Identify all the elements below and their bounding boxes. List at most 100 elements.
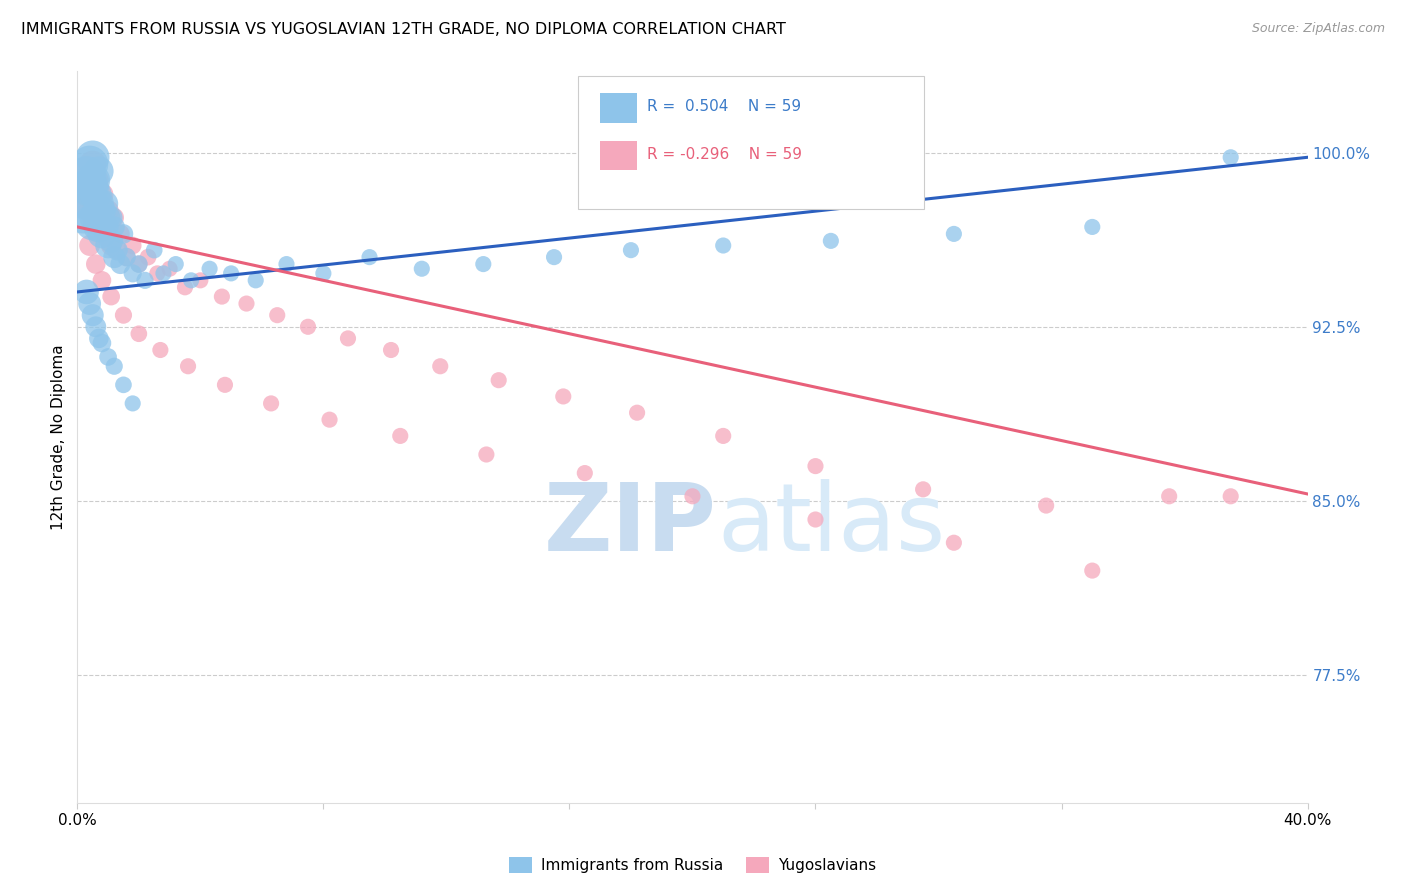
- Point: [380, 343, 402, 357]
- Point: [94, 196, 117, 211]
- Point: [121, 396, 143, 410]
- Point: [136, 250, 159, 264]
- Point: [128, 257, 150, 271]
- Point: [100, 290, 122, 304]
- Point: [174, 280, 197, 294]
- Point: [79, 296, 101, 310]
- Point: [82, 157, 104, 171]
- Point: [159, 261, 181, 276]
- Legend: Immigrants from Russia, Yugoslavians: Immigrants from Russia, Yugoslavians: [502, 851, 883, 880]
- Point: [105, 243, 128, 257]
- Text: IMMIGRANTS FROM RUSSIA VS YUGOSLAVIAN 12TH GRADE, NO DIPLOMA CORRELATION CHART: IMMIGRANTS FROM RUSSIA VS YUGOSLAVIAN 12…: [21, 22, 786, 37]
- Point: [165, 257, 187, 271]
- Point: [128, 257, 150, 271]
- Point: [475, 448, 498, 462]
- Point: [90, 219, 114, 234]
- Point: [318, 412, 340, 426]
- Point: [87, 211, 110, 225]
- Point: [82, 308, 104, 322]
- Point: [76, 285, 98, 299]
- Point: [214, 377, 236, 392]
- Point: [84, 173, 107, 187]
- Point: [429, 359, 451, 374]
- Text: Source: ZipAtlas.com: Source: ZipAtlas.com: [1251, 22, 1385, 36]
- Text: R = -0.296    N = 59: R = -0.296 N = 59: [647, 146, 801, 161]
- Point: [682, 489, 704, 503]
- Point: [128, 326, 150, 341]
- Point: [97, 211, 120, 225]
- Point: [121, 238, 143, 252]
- Point: [180, 273, 202, 287]
- Point: [359, 250, 381, 264]
- Point: [1035, 499, 1057, 513]
- Point: [94, 227, 117, 241]
- Point: [143, 243, 166, 257]
- Point: [942, 535, 965, 549]
- Point: [488, 373, 510, 387]
- Point: [574, 466, 596, 480]
- Point: [90, 187, 114, 202]
- Point: [112, 377, 135, 392]
- Point: [188, 273, 212, 287]
- Point: [84, 215, 107, 229]
- Point: [105, 243, 128, 257]
- Point: [79, 180, 101, 194]
- Point: [110, 257, 132, 271]
- Point: [103, 211, 125, 225]
- Point: [1159, 489, 1181, 503]
- Point: [276, 257, 298, 271]
- Point: [90, 336, 114, 351]
- Point: [110, 227, 132, 241]
- Point: [84, 211, 107, 225]
- Point: [84, 257, 107, 271]
- Point: [82, 203, 104, 218]
- Point: [804, 512, 827, 526]
- Point: [84, 319, 107, 334]
- Point: [711, 238, 734, 252]
- Point: [90, 273, 114, 287]
- Point: [297, 319, 319, 334]
- Point: [82, 173, 104, 187]
- Point: [149, 343, 172, 357]
- Point: [1081, 564, 1104, 578]
- Bar: [600, 141, 637, 170]
- Point: [87, 331, 110, 345]
- Point: [94, 219, 117, 234]
- Point: [804, 459, 827, 474]
- Point: [87, 164, 110, 178]
- Point: [245, 273, 267, 287]
- Point: [79, 187, 101, 202]
- Text: R =  0.504    N = 59: R = 0.504 N = 59: [647, 99, 801, 114]
- Point: [103, 250, 125, 264]
- Point: [84, 187, 107, 202]
- Point: [266, 308, 288, 322]
- Point: [472, 257, 495, 271]
- Point: [90, 203, 114, 218]
- Point: [87, 196, 110, 211]
- Point: [97, 203, 120, 218]
- Point: [90, 227, 114, 241]
- Point: [711, 429, 734, 443]
- Point: [76, 169, 98, 183]
- Point: [112, 227, 135, 241]
- Point: [87, 219, 110, 234]
- Point: [121, 266, 143, 280]
- Text: ZIP: ZIP: [544, 479, 717, 571]
- Point: [79, 238, 101, 252]
- Point: [97, 238, 120, 252]
- Y-axis label: 12th Grade, No Diploma: 12th Grade, No Diploma: [51, 344, 66, 530]
- Point: [177, 359, 200, 374]
- Point: [82, 150, 104, 164]
- Point: [72, 180, 94, 194]
- Point: [389, 429, 412, 443]
- Point: [72, 203, 94, 218]
- Point: [146, 266, 169, 280]
- Point: [103, 219, 125, 234]
- Point: [411, 261, 433, 276]
- Point: [1219, 150, 1241, 164]
- Point: [100, 211, 122, 225]
- Point: [115, 250, 138, 264]
- Point: [1081, 219, 1104, 234]
- Point: [219, 266, 242, 280]
- Point: [820, 234, 842, 248]
